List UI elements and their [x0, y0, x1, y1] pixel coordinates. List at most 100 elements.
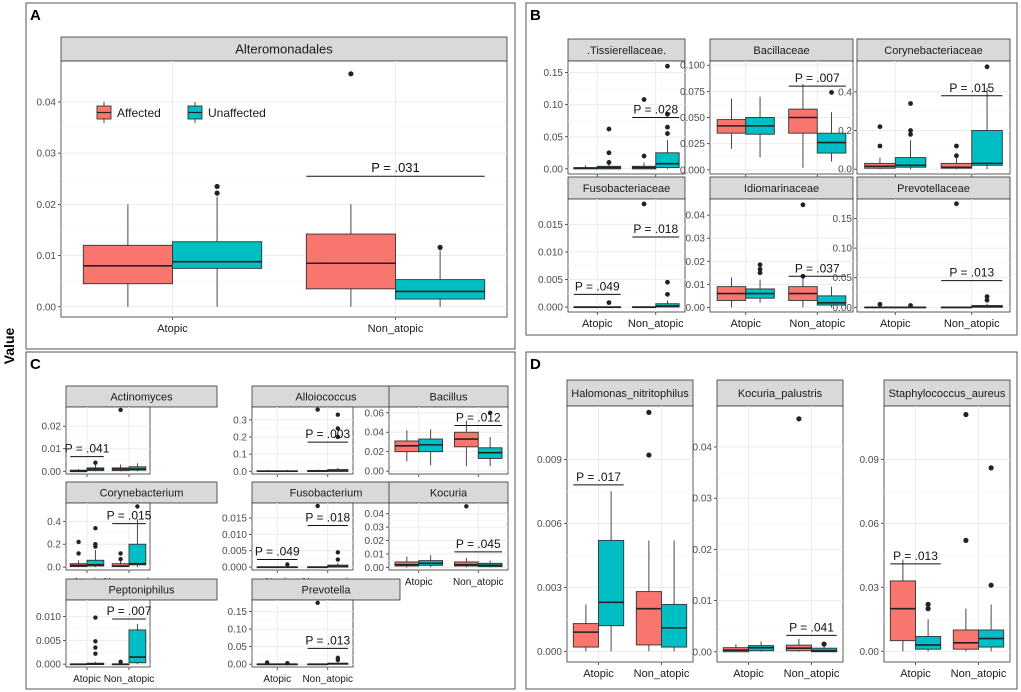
y-tick-label: 0.00: [833, 303, 853, 314]
y-tick-label: 0.005: [538, 275, 563, 286]
outlier-point: [348, 71, 354, 77]
p-value-label: P = .013: [893, 549, 938, 563]
y-tick-label: 0.003: [537, 583, 562, 594]
outlier-point: [606, 160, 612, 165]
outlier-point: [315, 600, 320, 606]
subplot: Corynebacterium0.00.20.4AtopicNon_atopic…: [47, 481, 218, 588]
y-tick-label: 0.06: [860, 519, 880, 530]
p-value-label: P = .018: [305, 511, 350, 525]
y-tick-label: 0.015: [538, 220, 563, 231]
y-tick-label: 0.06: [365, 408, 385, 419]
p-value-label: P = .041: [65, 442, 110, 456]
outlier-point: [93, 639, 98, 644]
facet-strip: [60, 36, 508, 62]
legend-label: Unaffected: [208, 106, 266, 120]
y-tick-label: 0.00: [860, 647, 880, 658]
panel-frame: [525, 2, 1018, 336]
outlier-point: [829, 89, 834, 95]
p-value-label: P = .007: [107, 604, 152, 618]
y-tick-label: 0.03: [37, 149, 57, 160]
y-tick-label: 0.4: [838, 87, 852, 98]
x-tick-label: Non_atopic: [789, 318, 845, 330]
outlier-point: [335, 426, 341, 431]
y-tick-label: 0.0: [47, 563, 61, 574]
subplot: Fusobacterium0.0000.0050.0100.015AtopicN…: [222, 481, 401, 588]
box-affected: [788, 108, 818, 134]
y-tick-label: 0.100: [680, 61, 705, 72]
x-tick-label: Non_atopic: [628, 318, 684, 330]
y-tick-label: 0.4: [47, 517, 61, 528]
outlier-point: [963, 411, 969, 418]
x-tick-label: Non_atopic: [104, 674, 155, 685]
outlier-point: [285, 660, 290, 666]
y-tick-label: 0.015: [222, 514, 247, 525]
subplot: Bacillus0.000.020.040.06AtopicNon_atopic…: [365, 385, 509, 492]
panel-label: D: [530, 356, 541, 373]
facet-title: Actinomyces: [110, 391, 173, 403]
y-tick-label: 0.10: [544, 100, 564, 111]
subplot: Bacillaceae0.0000.0250.0500.0750.100Atop…: [680, 38, 854, 192]
y-tick-label: 0.02: [693, 545, 713, 556]
facet-title: .Tissierellaceae.: [587, 45, 666, 57]
outlier-point: [214, 183, 220, 190]
p-value-label: P = .037: [795, 261, 840, 275]
y-tick-label: 0.010: [538, 247, 563, 258]
y-tick-label: 0.03: [365, 523, 385, 534]
panel-label: A: [30, 7, 41, 24]
outlier-point: [437, 244, 443, 250]
outlier-point: [606, 150, 612, 156]
outlier-point: [925, 606, 931, 612]
box-unaffected: [128, 543, 147, 566]
outlier-point: [214, 190, 220, 196]
plot-area: [388, 406, 509, 475]
y-tick-label: 0.02: [365, 536, 385, 547]
outlier-point: [93, 615, 98, 620]
legend: Affected Unaffected: [96, 102, 266, 123]
box-unaffected: [172, 241, 263, 269]
x-tick-label: Non_atopic: [368, 323, 424, 335]
y-tick-label: 0.005: [36, 636, 61, 647]
outlier-point: [800, 202, 806, 208]
panel-label: B: [530, 7, 541, 24]
outlier-point: [135, 504, 140, 509]
y-tick-label: 0.000: [36, 660, 61, 671]
y-tick-label: 0.000: [680, 165, 705, 176]
outlier-point: [665, 279, 670, 285]
facet-title: Peptoniphilus: [108, 584, 175, 596]
box-affected: [82, 244, 173, 285]
outlier-point: [118, 659, 123, 664]
box-unaffected: [816, 295, 847, 306]
outlier-point: [908, 101, 913, 106]
box-affected: [952, 629, 979, 650]
outlier-point: [954, 201, 959, 207]
legend-label: Affected: [117, 106, 161, 120]
x-tick-label: Atopic: [730, 318, 761, 330]
facet-title: Kocuria: [430, 487, 468, 499]
outlier-point: [908, 132, 913, 137]
facet-title: Idiomarinaceae: [744, 183, 819, 195]
y-tick-label: 0.00: [686, 303, 706, 314]
box-unaffected: [86, 559, 105, 567]
x-tick-label: Non_atopic: [302, 674, 353, 685]
y-tick-label: 0.15: [544, 68, 564, 79]
outlier-point: [264, 660, 270, 665]
x-tick-label: Non_atopic: [453, 577, 504, 588]
box-affected: [889, 580, 916, 642]
outlier-point: [757, 262, 763, 268]
y-tick-label: 0.010: [222, 530, 247, 541]
p-value-label: P = .017: [576, 470, 621, 484]
y-tick-label: 0.01: [365, 549, 385, 560]
outlier-point: [93, 651, 98, 656]
y-tick-label: 0.006: [537, 519, 562, 530]
y-tick-label: 0.010: [36, 612, 61, 623]
subplot: Kocuria 0.00 0.01 0.02 0.03 0.04 Atopic Non_ato…: [365, 481, 509, 588]
y-tick-label: 0.03: [686, 234, 706, 245]
y-tick-label: 0.04: [37, 97, 57, 108]
p-value-label: P = .041: [789, 620, 834, 634]
outlier-point: [606, 126, 612, 132]
p-value-label: P = .028: [633, 103, 678, 117]
y-tick-label: 0.09: [860, 455, 880, 466]
x-tick-label: Non_atopic: [634, 668, 690, 680]
y-tick-label: 0.1: [233, 450, 247, 461]
